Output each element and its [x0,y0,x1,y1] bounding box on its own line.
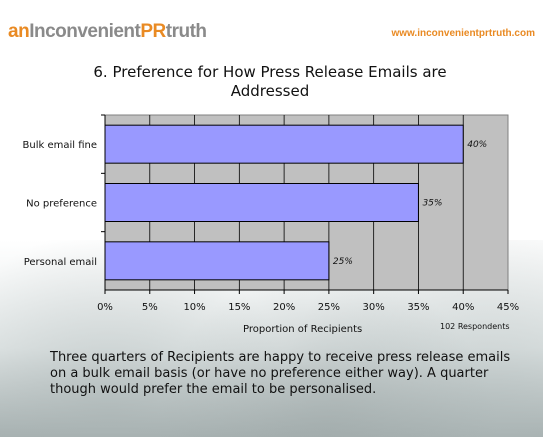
logo: anInconvenientPRtruth [8,21,207,43]
logo-part-inconvenient: Inconvenient [29,21,141,42]
category-label: No preference [26,199,97,210]
data-label: 40% [467,140,487,150]
x-axis-label: Proportion of Recipients [243,324,362,335]
x-tick-label: 0% [97,302,113,313]
bar [104,241,330,281]
x-tick-label: 35% [407,302,429,313]
x-tick-label: 5% [142,302,158,313]
data-label: 35% [422,199,442,209]
respondents-note: 102 Respondents [440,322,510,331]
bar [104,183,419,222]
bar [104,124,464,164]
logo-part-pr: PR [140,21,166,42]
logo-part-truth: truth [165,21,207,42]
category-label: Personal email [24,257,97,268]
x-tick-label: 30% [363,302,385,313]
category-label: Bulk email fine [23,140,98,151]
site-url[interactable]: www.inconvenientprtruth.com [391,28,535,39]
x-tick-label: 45% [497,302,519,313]
x-tick-label: 20% [273,302,295,313]
x-tick-label: 10% [183,302,205,313]
chart-title: 6. Preference for How Press Release Emai… [93,63,447,100]
x-tick-label: 15% [228,302,250,313]
caption-text: Three quarters of Recipients are happy t… [50,350,511,397]
logo-part-an: an [8,21,30,42]
x-tick-label: 25% [318,302,340,313]
data-label: 25% [333,257,353,267]
x-tick-label: 40% [452,302,474,313]
